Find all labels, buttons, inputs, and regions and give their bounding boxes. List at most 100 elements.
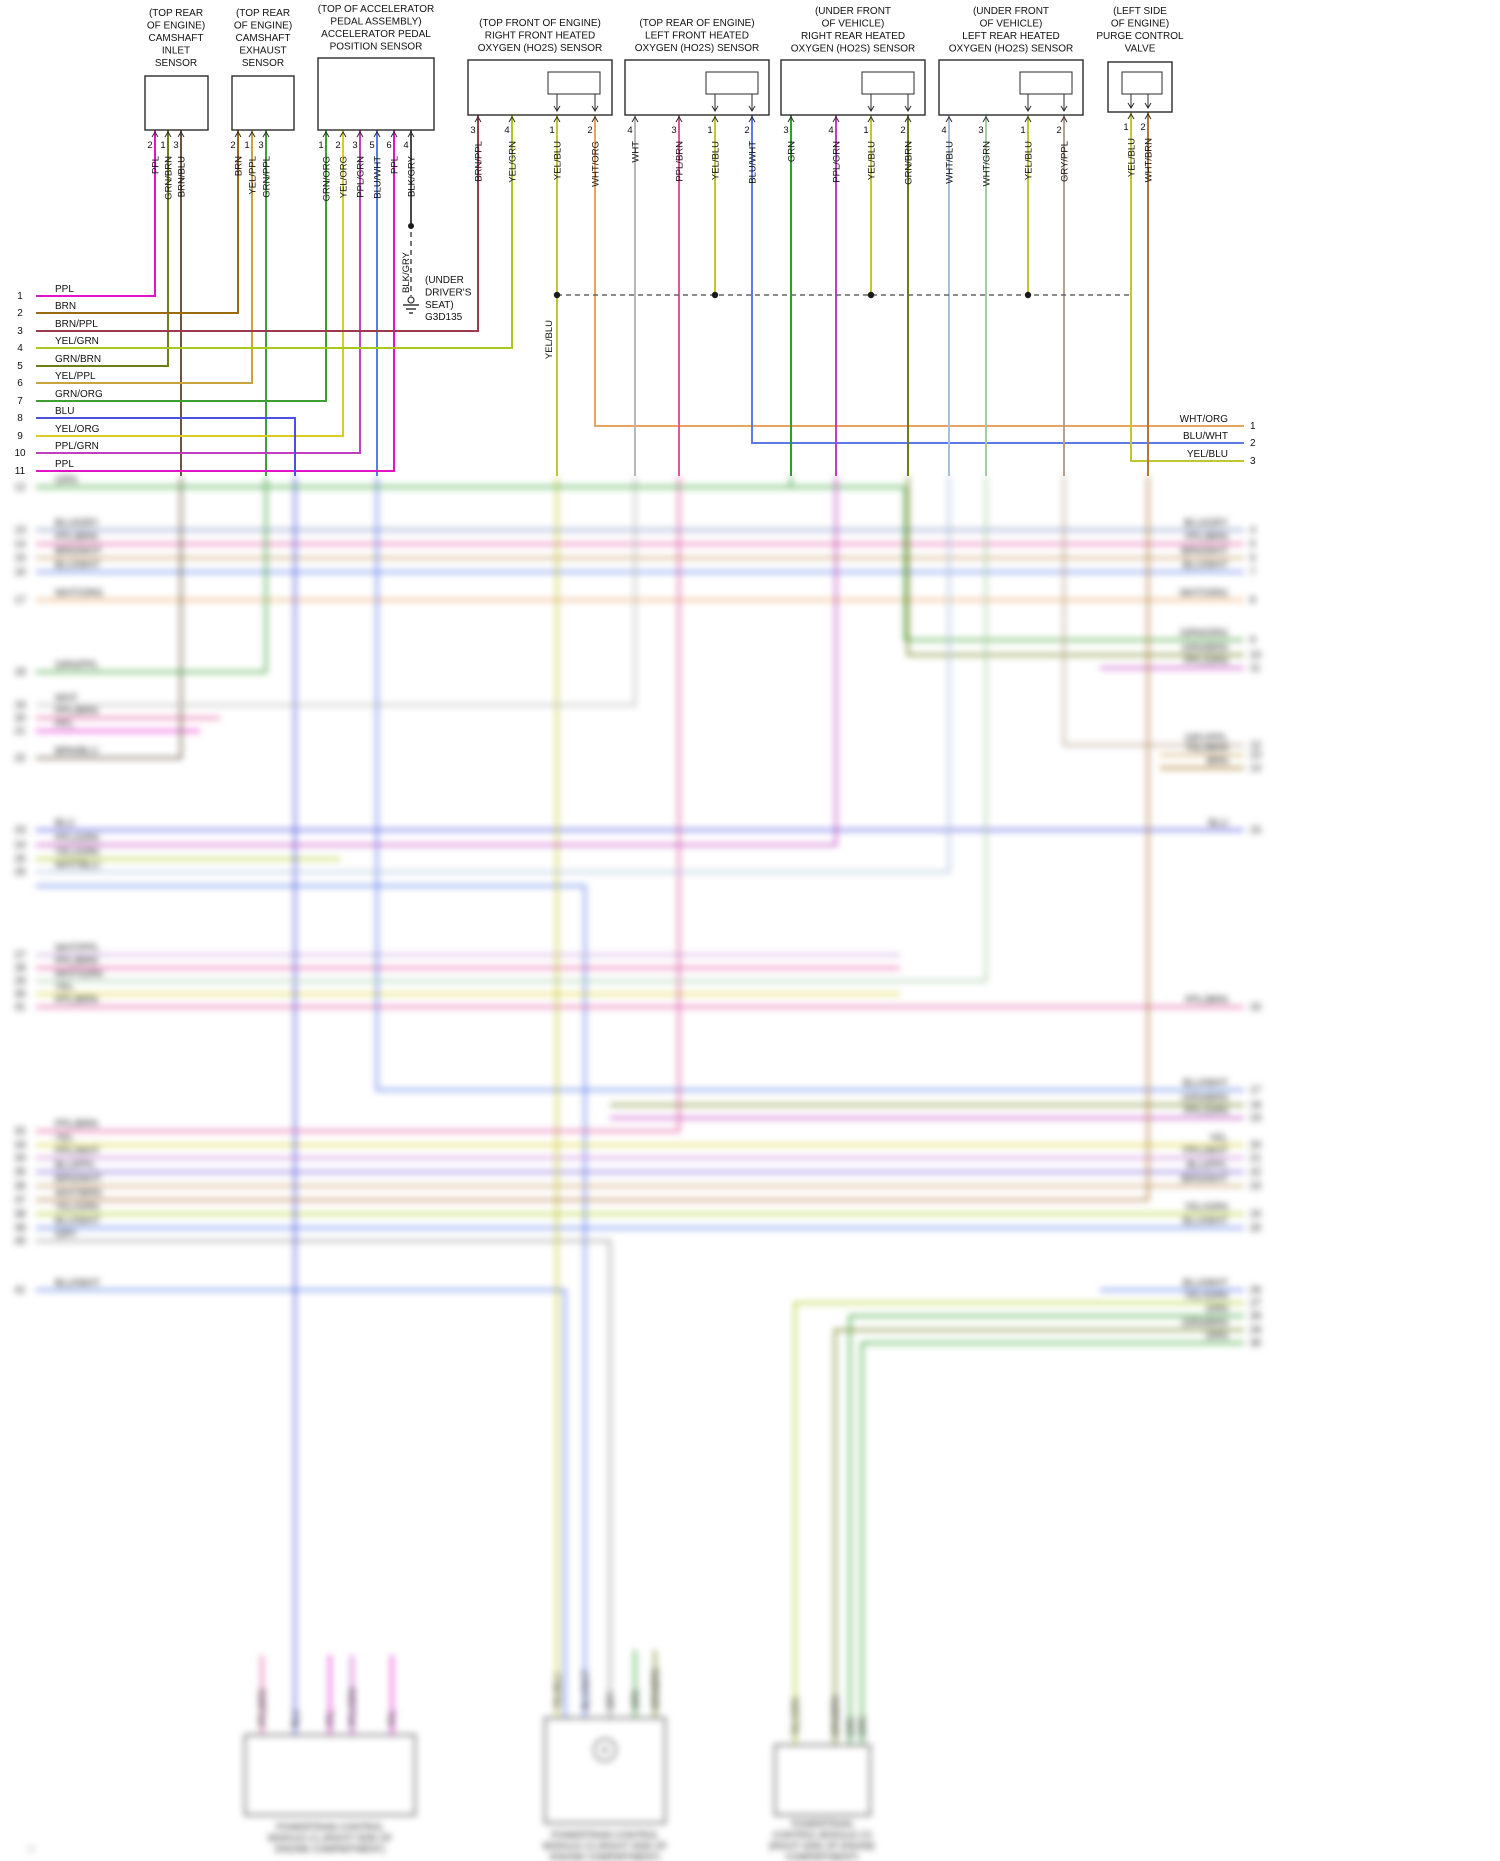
left-row-label: YEL	[55, 982, 74, 993]
right-row-label: YEL/BLU	[1187, 449, 1228, 460]
right-row-number: 13	[1250, 750, 1262, 761]
right-rear-ho2s-sensor-pin-number: 2	[900, 125, 905, 136]
vertical-wire-label: YEL/BLU	[544, 320, 555, 359]
left-row-number: 22	[14, 753, 26, 764]
left-row-number: 4	[17, 343, 23, 354]
left-row-label: GRN/PPL	[55, 660, 99, 671]
left-row-label: YEL/GRN	[55, 336, 99, 347]
wire-cam-inlet-grn-brn	[36, 130, 169, 367]
left-row-number: 9	[17, 431, 23, 442]
left-front-ho2s-sensor-box	[624, 59, 770, 116]
connector-left-front-ho2s-sensor: (TOP REAR OF ENGINE) LEFT FRONT HEATEDOXY…	[624, 18, 770, 184]
pin-arrow-icon	[339, 131, 347, 138]
left-row-number: 31	[14, 1002, 26, 1013]
wire-purge-wht-brn	[36, 476, 1149, 1201]
watermark: ©	[28, 1844, 35, 1854]
left-row-number: 19	[14, 700, 26, 711]
left-row-label: YEL/GRN	[55, 847, 99, 858]
pcm-c1-box	[244, 1734, 416, 1816]
pin-arrow-icon	[262, 131, 270, 138]
left-row-number: 25	[14, 854, 26, 865]
ground-location-note: SEAT)	[425, 300, 454, 311]
camshaft-inlet-sensor-pin-number: 2	[147, 140, 152, 151]
right-rear-ho2s-sensor-pin-wire-label: GRN/BRN	[904, 141, 915, 185]
wire-cam-exhaust-yel-ppl	[36, 130, 253, 384]
arrow-down-icon	[591, 105, 599, 112]
pcm-c2-terminal-dot	[603, 1748, 607, 1752]
camshaft-exhaust-sensor-pin-number: 1	[244, 140, 249, 151]
wire-lr-ho2s-wht-blu	[36, 476, 950, 873]
right-row-label: PPL/BRN	[1185, 995, 1228, 1006]
left-row-label: BRN/BLU	[55, 746, 98, 757]
left-row-label: PPL/BRN	[55, 956, 98, 967]
pin-arrow-icon	[945, 116, 953, 123]
camshaft-inlet-sensor-pin-wire-label: GRN/BRN	[164, 156, 175, 200]
camshaft-exhaust-sensor-pin-wire-label: BRN	[234, 156, 245, 176]
right-rear-ho2s-sensor-inner-box	[861, 71, 915, 95]
left-row-number: 24	[14, 840, 26, 851]
right-row-number: 18	[1250, 1100, 1262, 1111]
left-row-label: BLU/WHT	[55, 1278, 100, 1289]
left-row-number: 41	[14, 1285, 26, 1296]
left-row-number: 5	[17, 361, 23, 372]
left-row-number: 8	[17, 413, 23, 424]
right-row-label: BLU/WHT	[1183, 1078, 1228, 1089]
circuit-line-grn-33	[861, 1342, 1244, 1745]
ground-location-note: (UNDER	[425, 275, 464, 286]
accelerator-pedal-position-sensor-title: (TOP OF ACCELERATOR	[318, 4, 435, 15]
left-front-ho2s-sensor-title: (TOP REAR OF ENGINE)	[639, 18, 754, 29]
right-front-ho2s-sensor-pin-number: 3	[470, 125, 475, 136]
camshaft-exhaust-sensor-pin-wire-label: GRN/PPL	[262, 156, 273, 198]
camshaft-inlet-sensor-title: SENSOR	[155, 58, 197, 69]
left-rear-ho2s-sensor-box	[938, 59, 1084, 116]
left-row-label: PPL/WHT	[55, 1146, 99, 1157]
left-row-number: 37	[14, 1195, 26, 1206]
pin-arrow-icon	[234, 131, 242, 138]
camshaft-inlet-sensor-pin-wire-label: BRN/BLU	[177, 156, 188, 197]
left-row-label: WHT/PPL	[55, 943, 100, 954]
purge-control-valve-title: PURGE CONTROL	[1096, 31, 1184, 42]
left-row-label: GRN	[55, 475, 77, 476]
wire-row8-blu	[36, 417, 296, 476]
camshaft-inlet-sensor-pin-number: 1	[160, 140, 165, 151]
purge-control-valve-pin-number: 2	[1140, 122, 1145, 133]
left-front-ho2s-sensor-title: OXYGEN (HO2S) SENSOR	[635, 43, 759, 54]
left-row-label: BLU	[55, 818, 74, 829]
left-row-number: 30	[14, 989, 26, 1000]
arrow-down-icon	[553, 105, 561, 112]
wire-rr-ho2s-grn	[36, 476, 792, 488]
right-row-number: 20	[1250, 1140, 1262, 1151]
vertical-wire-label: BLK/GRY	[401, 251, 412, 293]
pin-arrow-icon	[867, 116, 875, 123]
pcm-c2-pin-wire-label: GRY	[606, 1691, 616, 1710]
left-row-label: PPL/GRN	[55, 441, 99, 452]
left-front-ho2s-sensor-pin-wire-label: BLU/WHT	[748, 141, 759, 184]
right-row-label: WHT/ORG	[1180, 414, 1229, 425]
pcm-c3-label: (RIGHT SIDE OF ENGINE	[769, 1841, 875, 1851]
right-row-label: PPL/WHT	[1184, 1146, 1228, 1157]
accelerator-pedal-position-sensor-pin-number: 2	[335, 140, 340, 151]
right-front-ho2s-sensor-pin-wire-label: WHT/ORG	[591, 141, 602, 187]
right-row-number: 11	[1250, 663, 1261, 674]
wire-lf-ho2s-wht	[634, 115, 636, 476]
pcm-c3-pin-wire-label: GRN	[846, 1717, 856, 1737]
accelerator-pedal-position-sensor-pin-number: 1	[318, 140, 323, 151]
left-row-label: YEL/GRN	[55, 1202, 99, 1213]
left-row-number: 2	[17, 308, 23, 319]
left-row-number: 35	[14, 1167, 26, 1178]
right-rear-ho2s-sensor-pin-wire-label: GRN	[787, 141, 798, 162]
accelerator-pedal-position-sensor-pin-number: 6	[386, 140, 391, 151]
right-row-label: PPL/GRN	[1184, 1106, 1228, 1117]
right-row-number: 2	[1250, 438, 1256, 449]
left-rear-ho2s-sensor-inner-box	[1019, 71, 1073, 95]
left-row-label: BLU/PPL	[55, 1160, 97, 1171]
pcm-c2-label: MODULE C2 (RIGHT SIDE OF	[543, 1841, 668, 1851]
left-row-label: BLU/GRY	[55, 518, 99, 529]
camshaft-inlet-sensor-title: (TOP REAR	[149, 8, 203, 19]
right-front-ho2s-sensor-pin-number: 1	[549, 125, 554, 136]
camshaft-exhaust-sensor-pin-wire-label: YEL/PPL	[248, 156, 259, 195]
accelerator-pedal-position-sensor-box	[317, 57, 435, 131]
right-row-label: GRY/PPL	[1185, 733, 1229, 744]
right-row-number: 25	[1250, 1223, 1262, 1234]
